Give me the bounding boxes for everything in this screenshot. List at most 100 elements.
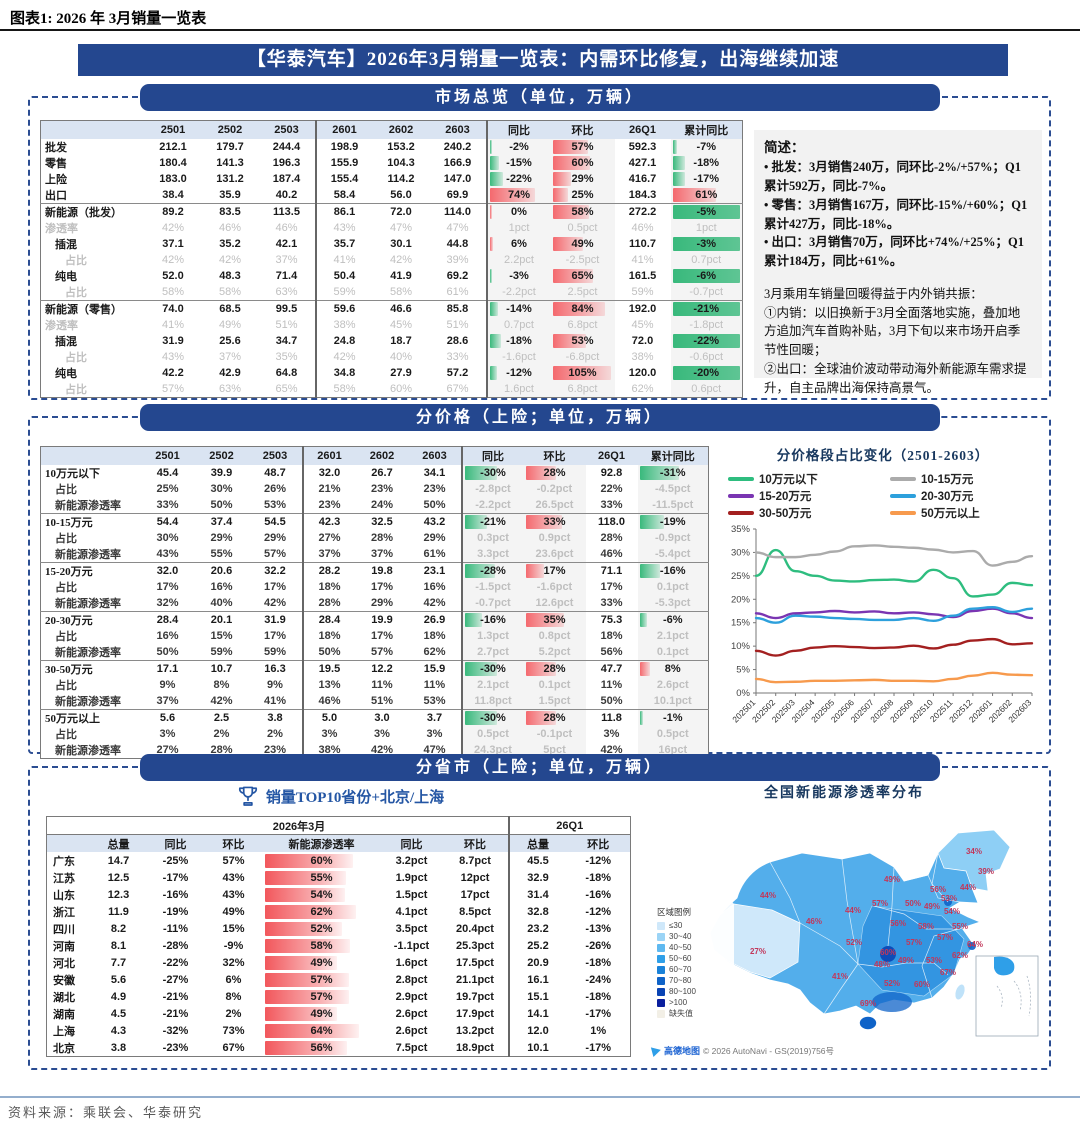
map-province-label: 55%	[952, 922, 968, 931]
province-row: 安徽 5.6 -27% 6% 57% 2.8pct 21.1pct 16.1 -24%	[47, 971, 631, 988]
province-row: 浙江 11.9 -19% 49% 62% 4.1pct 8.5pct 32.8 -12%	[47, 903, 631, 920]
map-province-label: 52%	[846, 938, 862, 947]
map-province-label: 52%	[884, 979, 900, 988]
map-province-label: 50%	[905, 899, 921, 908]
map-province-label: 69%	[860, 999, 876, 1008]
summary-line: 3月乘用车销量回暖得益于内外销共振：	[764, 286, 983, 301]
table-row: 上险 183.0 131.2 187.4 155.4 114.2 147.0 -22% 29% 4…	[41, 171, 743, 187]
map-province-label: 67%	[940, 968, 956, 977]
summary-line: ②出口：全球油价波动带动海外新能源车需求提升，自主品牌出海保持高景气。	[764, 361, 1027, 395]
chart-legend-item: 20-30万元	[890, 488, 1046, 504]
table-row: 占比 43% 37% 35% 42% 40% 33% -1.6pct -6.8pct 38% -0.…	[41, 349, 743, 365]
svg-text:10%: 10%	[731, 641, 751, 652]
table-row: 新能源渗透率 43% 55% 57% 37% 37% 61% 3.3pct 23.6pct 46%…	[41, 546, 709, 563]
summary-bullet: • 出口：3月销售70万，同环比+74%/+25%；Q1累计184万，同比+61…	[764, 235, 1024, 268]
legend-color-icon	[657, 954, 665, 963]
province-row: 湖南 4.5 -21% 2% 49% 2.6pct 17.9pct 14.1 -17%	[47, 1005, 631, 1022]
province-row: 山东 12.3 -16% 43% 54% 1.5pct 17pct 31.4 -16%	[47, 886, 631, 903]
map-legend-item: 50~60	[657, 953, 729, 964]
legend-color-icon	[657, 932, 665, 941]
table-row: 占比 58% 58% 63% 59% 58% 61% -2.2pct 2.5pct 59% -0.7…	[41, 284, 743, 301]
province-row: 四川 8.2 -11% 15% 52% 3.5pct 20.4pct 23.2 -13%	[47, 920, 631, 937]
chart-legend-item: 50万元以上	[890, 505, 1046, 521]
map-legend-item: 70~80	[657, 975, 729, 986]
chart-legend: 10万元以下 10-15万元 15-20万元 20-30万元 30-50万元 50万元以上	[728, 471, 1046, 521]
south-sea-inset	[975, 955, 1039, 1037]
map-province-label: 27%	[750, 947, 766, 956]
map-legend-item: 40~50	[657, 942, 729, 953]
summary-line: ①内销：以旧换新于3月全面落地实施，叠加地方追加汽车首购补贴，3月下旬以来市场开…	[764, 305, 1021, 358]
summary-box: 简述： • 批发：3月销售240万，同环比-2%/+57%；Q1累计592万，同…	[754, 130, 1042, 395]
map-province-label: 46%	[806, 917, 822, 926]
svg-text:30%: 30%	[731, 547, 751, 558]
table-row: 新能源渗透率 33% 50% 53% 23% 24% 50% -2.2pct 26.5pct 33…	[41, 497, 709, 514]
figure-label: 图表1: 2026 年 3月销量一览表	[10, 11, 207, 27]
summary-title: 简述：	[764, 140, 805, 155]
chart-title: 分价格段占比变化（2501-2603）	[776, 448, 990, 463]
table-row: 占比 17% 16% 17% 18% 17% 16% -1.5pct -1.6pct 17% 0.1…	[41, 579, 709, 595]
province-row: 北京 3.8 -23% 67% 56% 7.5pct 18.9pct 10.1 -17%	[47, 1039, 631, 1057]
map-legend-item: >100	[657, 997, 729, 1008]
top10-heading: 销量TOP10省份+北京/上海	[30, 784, 650, 808]
table-row: 新能源（零售） 74.0 68.5 99.5 59.6 46.6 85.8 -14% 84% 19…	[40, 300, 743, 317]
table-row: 20-30万元 28.4 20.1 31.9 28.4 19.9 26.9 -16% 35% 75…	[40, 611, 709, 628]
trophy-icon	[238, 786, 257, 806]
legend-color-icon	[657, 1009, 665, 1018]
legend-color-icon	[657, 965, 665, 974]
map-province-label: 49%	[884, 875, 900, 884]
table-row: 渗透率 42% 46% 46% 43% 47% 47% 1pct 0.5pct 46% 1pct	[41, 220, 743, 236]
table-row: 占比 42% 42% 37% 41% 42% 39% 2.2pct -2.5pct 41% 0.7p…	[41, 252, 743, 268]
table-row: 新能源渗透率 37% 42% 41% 46% 51% 53% 11.8pct 1.5pct 50%…	[41, 693, 709, 710]
province-row: 河北 7.7 -22% 32% 49% 1.6pct 17.5pct 20.9 -18%	[47, 954, 631, 971]
map-province-label: 57%	[937, 933, 953, 942]
legend-swatch-icon	[728, 511, 754, 515]
table-header-row: 2501 2502 2503 2601 2602 2603 同比 环比 26Q1 累计同比	[40, 120, 743, 139]
table-row: 10-15万元 54.4 37.4 54.5 42.3 32.5 43.2 -21% 33% 11…	[40, 513, 709, 530]
summary-bullets: • 批发：3月销售240万，同环比-2%/+57%；Q1累计592万，同比-7%…	[764, 158, 1032, 271]
table-row: 零售 180.4 141.3 196.3 155.9 104.3 166.9 -15% 60% 4…	[41, 155, 743, 171]
svg-text:5%: 5%	[736, 665, 750, 676]
taiwan-island	[954, 983, 966, 1001]
table-row: 10万元以下 45.4 39.9 48.7 32.0 26.7 34.1 -30% 28% 92.…	[41, 465, 709, 481]
table-row: 新能源渗透率 50% 59% 59% 50% 57% 62% 2.7pct 5.2pct 56% 0…	[41, 644, 709, 661]
legend-swatch-icon	[728, 477, 754, 481]
map-province-label: 49%	[898, 956, 914, 965]
map-province-label: 57%	[906, 938, 922, 947]
section-title-market: 市场总览（单位，万辆）	[139, 84, 940, 111]
map-province-label: 56%	[890, 919, 906, 928]
map-legend: 区域图例 ≤30 30~40 40~50 50~60 60~70 70~80 80~100 >…	[652, 902, 734, 1023]
map-province-label: 44%	[845, 906, 861, 915]
svg-text:25%: 25%	[731, 571, 751, 582]
map-province-label: 57%	[872, 899, 888, 908]
legend-swatch-icon	[890, 477, 916, 481]
table-row: 占比 57% 63% 65% 58% 60% 67% 1.6pct 6.8pct 62% 0.6pc…	[41, 381, 743, 398]
map-province-label: 62%	[952, 951, 968, 960]
map-province-label: 41%	[832, 972, 848, 981]
nev-map-block: 全国新能源渗透率分布	[642, 782, 1046, 1057]
legend-color-icon	[657, 921, 665, 930]
price-table: 2501 2502 2503 2601 2602 2603 同比 环比 26Q1 累计同比 10万元…	[40, 446, 709, 759]
section-title-province: 分省市（上险；单位，万辆）	[139, 754, 940, 781]
map-legend-item: 80~100	[657, 986, 729, 997]
table-row: 插混 31.9 25.6 34.7 24.8 18.7 28.6 -18% 53% 72.0 -22…	[41, 333, 743, 349]
summary-bullet: • 批发：3月销售240万，同环比-2%/+57%；Q1累计592万，同比-7%…	[764, 160, 1021, 193]
table-row: 30-50万元 17.1 10.7 16.3 19.5 12.2 15.9 -30% 28% 47…	[40, 660, 709, 677]
map-province-label: 39%	[978, 867, 994, 876]
svg-text:15%: 15%	[731, 618, 751, 629]
chart-legend-item: 15-20万元	[728, 488, 884, 504]
table-row: 批发 212.1 179.7 244.4 198.9 153.2 240.2 -2% 57% 59…	[41, 139, 743, 155]
map-legend-item: 60~70	[657, 964, 729, 975]
table-row: 15-20万元 32.0 20.6 32.2 28.2 19.8 23.1 -28% 17% 71…	[40, 562, 709, 579]
map-province-label: 60%	[880, 948, 896, 957]
table-row: 占比 3% 2% 2% 3% 3% 3% 0.5pct -0.1pct 3% 0.5pct	[41, 726, 709, 742]
table-row: 插混 37.1 35.2 42.1 35.7 30.1 44.8 6% 49% 110.7 -3%	[41, 236, 743, 252]
summary-bullet: • 零售：3月销售167万，同环比-15%/+60%；Q1累计427万，同比-1…	[764, 197, 1028, 231]
chart-plot: 0% 5% 10% 15% 20% 25% 30% 35% 202501 202502 202503…	[720, 521, 1046, 754]
svg-text:0%: 0%	[736, 688, 750, 699]
table-header-row: 2501 2502 2503 2601 2602 2603 同比 环比 26Q1 累计同比	[40, 446, 709, 465]
amap-logo-icon	[650, 1044, 663, 1057]
section-by-price: 分价格（上险；单位，万辆） 2501 2502 2503 2601 2602 2603 同比…	[28, 404, 1051, 759]
province-row: 湖北 4.9 -21% 8% 57% 2.9pct 19.7pct 15.1 -18%	[47, 988, 631, 1005]
map-province-label: 54%	[944, 907, 960, 916]
map-province-label: 48%	[874, 960, 890, 969]
